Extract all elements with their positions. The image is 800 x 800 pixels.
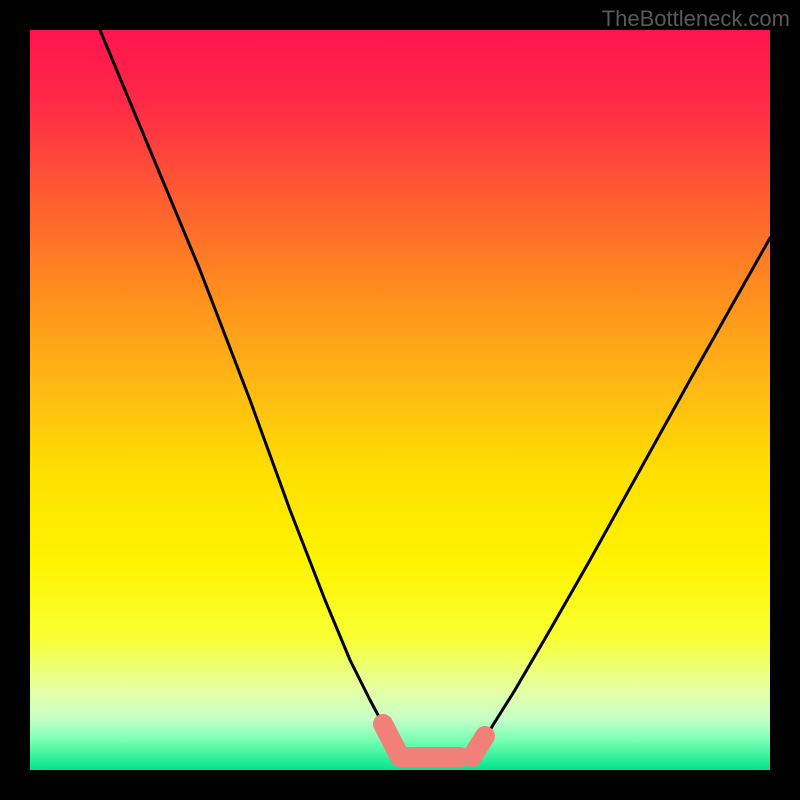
chart-canvas: TheBottleneck.com [0, 0, 800, 800]
bottleneck-curve [100, 30, 770, 757]
curve-layer [30, 30, 770, 770]
plot-area [30, 30, 770, 770]
optimal-range-markers [383, 724, 485, 757]
watermark-text: TheBottleneck.com [602, 6, 790, 32]
marker-capsule [472, 736, 485, 757]
